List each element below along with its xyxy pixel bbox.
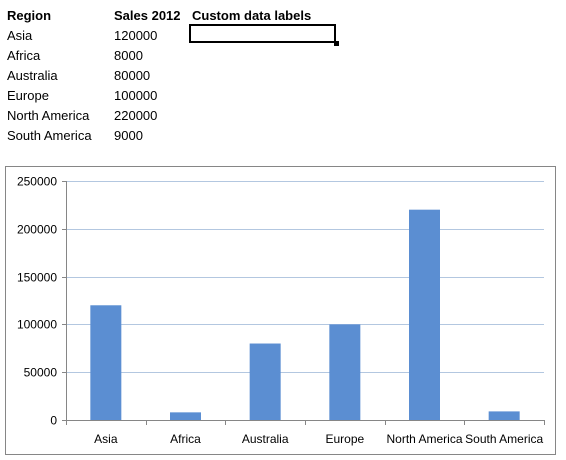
y-tick-label: 50000 [24, 366, 58, 380]
cell-sales-6[interactable]: 9000 [114, 128, 143, 143]
y-tick-label: 200000 [17, 223, 57, 237]
y-tick-label: 150000 [17, 271, 57, 285]
bar-south-america [488, 411, 520, 420]
cell-region-1[interactable]: Asia [7, 28, 33, 43]
cell-region-4[interactable]: Europe [7, 88, 49, 103]
cell-region-2[interactable]: Africa [7, 48, 41, 63]
bar-asia [90, 305, 122, 420]
x-tick-label: North America [386, 432, 462, 446]
fill-handle[interactable] [334, 41, 339, 46]
cell-sales-3[interactable]: 80000 [114, 68, 151, 83]
y-tick-label: 0 [50, 414, 57, 428]
cell-sales-4[interactable]: 100000 [114, 88, 158, 103]
bar-north-america [409, 209, 440, 420]
x-tick-label: Australia [242, 432, 289, 446]
x-tick-label: Africa [170, 432, 201, 446]
y-tick-label: 100000 [17, 318, 57, 332]
x-tick-label: South America [465, 432, 543, 446]
bar-europe [329, 324, 361, 420]
x-tick-label: Europe [325, 432, 364, 446]
x-tick-label: Asia [94, 432, 118, 446]
cell-region-6[interactable]: South America [7, 128, 92, 143]
y-tick-label: 250000 [17, 175, 57, 189]
cell-region-5[interactable]: North America [7, 108, 90, 123]
cell-region-3[interactable]: Australia [7, 68, 58, 83]
cell-sales-5[interactable]: 220000 [114, 108, 158, 123]
cell-sales-1[interactable]: 120000 [114, 28, 158, 43]
bar-australia [249, 343, 281, 420]
bar-africa [170, 412, 201, 420]
cell-sales-2[interactable]: 8000 [114, 48, 143, 63]
selected-cell[interactable] [189, 24, 336, 43]
header-sales-2012[interactable]: Sales 2012 [114, 8, 181, 23]
header-region[interactable]: Region [7, 8, 52, 23]
header-custom-data-labels[interactable]: Custom data labels [192, 8, 312, 23]
